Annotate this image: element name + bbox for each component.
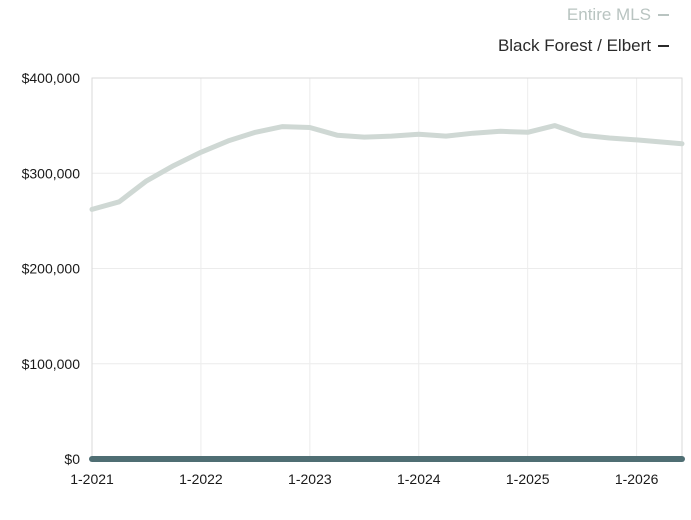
legend-entry-black-forest-elbert: Black Forest / Elbert [498, 36, 651, 55]
x-tick-label: 1-2025 [506, 471, 550, 487]
y-axis-ticks: $0 $100,000 $200,000 $300,000 $400,000 [22, 70, 81, 467]
x-tick-label: 1-2023 [288, 471, 332, 487]
x-axis-ticks: 1-2021 1-2022 1-2023 1-2024 1-2025 1-2026 [70, 471, 658, 487]
y-tick-label: $0 [64, 451, 80, 467]
y-tick-label: $100,000 [22, 356, 81, 372]
x-tick-label: 1-2021 [70, 471, 114, 487]
series-line-entire-mls [89, 123, 685, 212]
y-tick-label: $300,000 [22, 165, 81, 181]
y-tick-label: $200,000 [22, 261, 81, 277]
x-tick-label: 1-2026 [615, 471, 659, 487]
legend-entry-entire-mls: Entire MLS [567, 5, 651, 24]
series-lines [89, 123, 685, 462]
x-tick-label: 1-2022 [179, 471, 223, 487]
x-tick-label: 1-2024 [397, 471, 441, 487]
legend: Entire MLS Black Forest / Elbert [498, 5, 669, 55]
y-tick-label: $400,000 [22, 70, 81, 86]
